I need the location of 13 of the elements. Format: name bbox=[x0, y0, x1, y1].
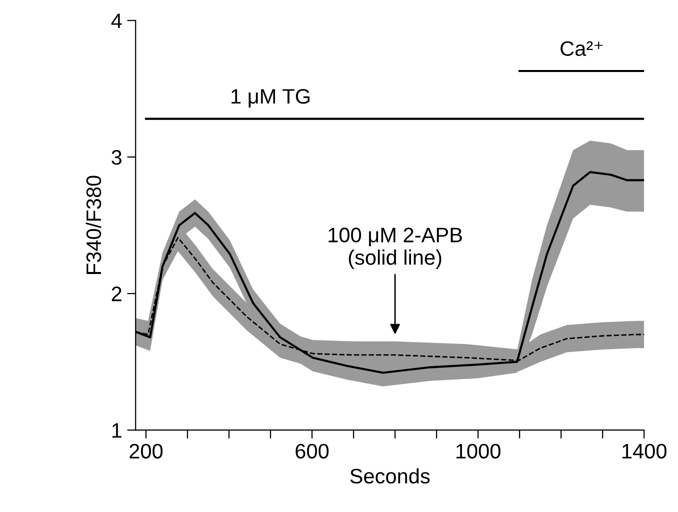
x-axis-title: Seconds bbox=[350, 468, 430, 484]
x-tick-label: 200 bbox=[130, 444, 163, 459]
x-tick-label: 1000 bbox=[456, 444, 500, 459]
x-tick-label: 1400 bbox=[622, 444, 666, 459]
annotation: 100 μM 2-APB (solid line) bbox=[328, 228, 462, 269]
y-tick-label: 3 bbox=[112, 150, 122, 165]
y-axis-title: F340/F380 bbox=[86, 176, 102, 274]
x-tick-label: 600 bbox=[296, 444, 329, 459]
y-tick-label: 2 bbox=[112, 286, 122, 302]
series-label: Ca²⁺ bbox=[560, 41, 603, 56]
series-label: 1 μM TG bbox=[232, 88, 310, 108]
y-tick-label: 4 bbox=[111, 14, 122, 28]
y-tick-label: 1 bbox=[112, 423, 122, 438]
